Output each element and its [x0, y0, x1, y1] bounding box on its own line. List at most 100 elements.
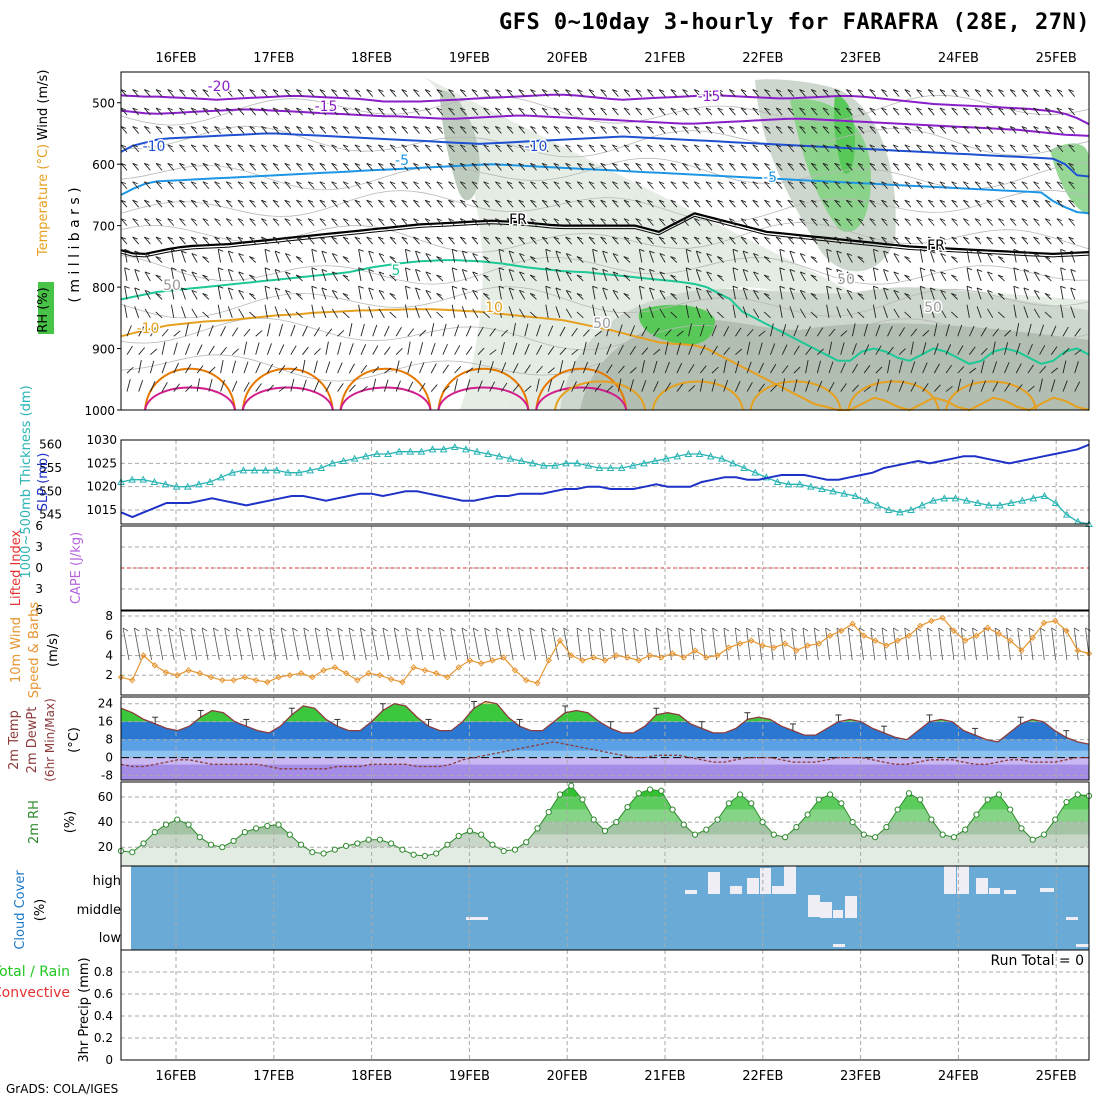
wind-barb-flag — [846, 199, 852, 203]
wind-barb — [161, 361, 167, 374]
wind-barb — [506, 107, 514, 116]
surface-wind-barb-flag — [927, 627, 933, 632]
wind-barb-flag — [826, 267, 832, 271]
wind-barb — [647, 107, 654, 116]
wind10m-frame — [120, 610, 1090, 696]
wind-barb — [717, 256, 725, 263]
wind-barb — [424, 199, 432, 208]
surface-wind-barb — [1006, 627, 1011, 661]
wind-barb — [682, 126, 689, 134]
wind-barb — [274, 269, 280, 282]
wind-barb-flag — [928, 199, 934, 203]
wind-barb-flag — [787, 181, 794, 185]
wind-barb-flag — [264, 267, 271, 271]
wind-barb — [892, 107, 900, 116]
wind-barb — [763, 256, 771, 263]
wind-barb — [1068, 144, 1076, 153]
wind-speed-marker — [376, 672, 384, 679]
wind-barb — [922, 383, 929, 392]
wind-speed-marker — [151, 662, 158, 669]
wind-barb-flag — [904, 162, 911, 166]
wind-barb-flag — [460, 162, 466, 166]
wind-barb-flag — [181, 250, 187, 254]
wind-speed-marker — [793, 647, 800, 654]
wind-barb — [951, 218, 959, 226]
wind-barb — [170, 304, 175, 318]
wind-barb — [477, 360, 482, 374]
wind-barb — [576, 274, 584, 282]
upper-wind-barbs — [120, 89, 1082, 392]
wind-barb-flag — [752, 89, 758, 92]
wind-barb-flag — [1068, 162, 1074, 166]
surface-wind-barb — [269, 627, 277, 661]
wind-speed-marker — [432, 670, 440, 677]
surface-wind-barb-flag — [644, 627, 651, 632]
wind-barb — [506, 236, 514, 245]
surface-wind-barb — [893, 627, 898, 661]
wind-barb — [401, 89, 409, 97]
wind-barb — [1009, 181, 1017, 190]
wind-barb — [746, 341, 751, 355]
wind-barb — [529, 274, 537, 282]
wind-barb-flag — [530, 218, 536, 222]
wind-barb — [723, 326, 730, 337]
wind-barb — [138, 326, 145, 337]
slp-axis-label: SLP (mb) — [36, 453, 51, 512]
wind-barb — [243, 361, 249, 374]
wind-barb — [489, 381, 496, 392]
wind-barb — [143, 163, 151, 171]
wind-barb-flag — [358, 285, 364, 289]
wind-barb — [904, 256, 912, 263]
wind-barb — [781, 344, 788, 355]
wind-barb — [451, 304, 456, 318]
wind-barb-flag — [331, 107, 337, 111]
wind-barb — [132, 144, 140, 153]
bottom-date-label: 23FEB — [840, 1069, 881, 1084]
wind-speed-marker — [1007, 637, 1014, 644]
surface-wind-barb-flag — [621, 627, 628, 632]
wind-barb-flag — [214, 218, 220, 222]
wind-barb — [1068, 218, 1076, 226]
wind-barb-flag — [869, 89, 875, 92]
wind-barb-flag — [155, 236, 162, 240]
isotherm--5 — [120, 163, 1090, 215]
wind-barb — [682, 199, 689, 208]
wind-barb-flag — [226, 181, 232, 185]
wind-barb — [732, 267, 736, 282]
wind-barb — [217, 304, 222, 318]
wind-barb — [576, 163, 584, 171]
wind-barb — [553, 163, 561, 171]
wind-barb — [922, 342, 927, 355]
wind-barb — [974, 126, 982, 134]
rh-marker — [1063, 798, 1070, 806]
wind-barb-flag — [775, 162, 782, 166]
wind-barb-flag — [471, 126, 478, 129]
wind-barb — [576, 311, 584, 319]
wind-barb-flag — [869, 199, 875, 203]
wind-barb — [331, 89, 338, 97]
wind-barb — [962, 236, 970, 245]
surface-wind-barb-flag — [667, 627, 673, 632]
wind-barb — [682, 89, 689, 97]
surface-wind-barb — [326, 627, 333, 661]
surface-wind-barb-flag — [588, 627, 594, 632]
wind-barb — [448, 163, 455, 171]
wind-barb — [506, 181, 514, 190]
wind-barb-flag — [752, 218, 758, 222]
wind-barb — [822, 236, 830, 245]
wind-barb-flag — [717, 89, 723, 92]
wind-barb — [243, 341, 248, 355]
wind-barb — [518, 126, 526, 134]
wind-barb — [413, 181, 420, 190]
wind-barb — [173, 342, 178, 355]
wind-barb — [705, 126, 713, 134]
wind-barb — [845, 236, 853, 245]
wind-barb — [869, 218, 877, 226]
wind-barb — [190, 89, 198, 97]
wind-barb-flag — [612, 144, 618, 148]
surface-wind-barb-flag — [802, 627, 809, 632]
wind-barb — [1060, 249, 1064, 263]
wind-barb — [875, 324, 881, 337]
wind-speed-marker — [365, 670, 372, 677]
wind-barb-flag — [670, 199, 677, 203]
